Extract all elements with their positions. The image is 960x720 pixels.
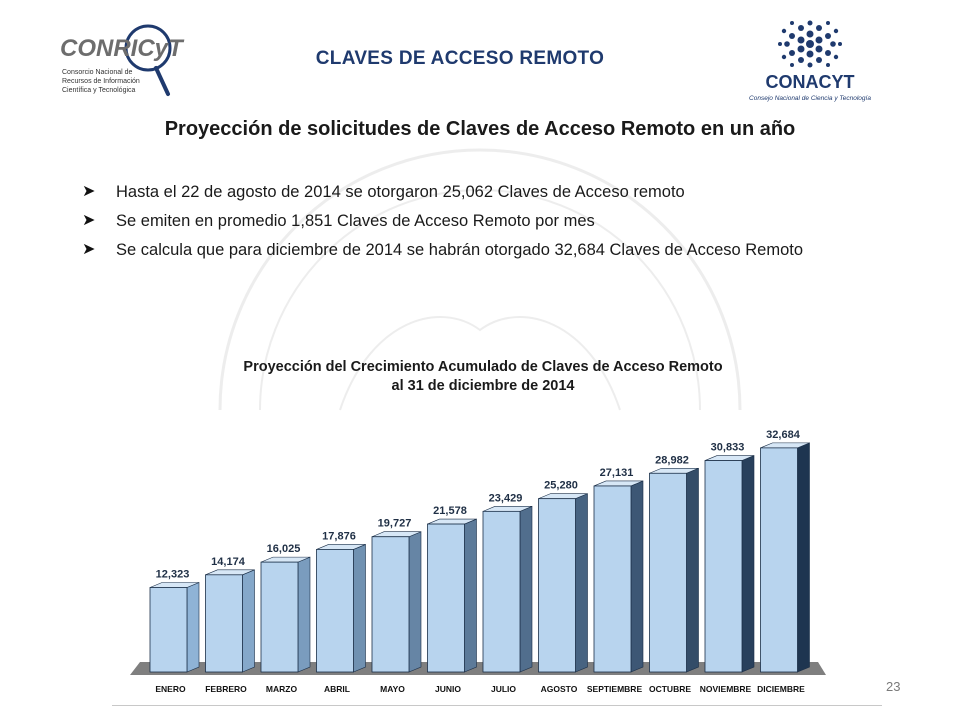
- chart-value-labels: 12,323 14,174 16,025 17,876 19,727 21,578 23,4…: [156, 429, 801, 581]
- x-tick-label: NOVIEMBRE: [700, 684, 752, 694]
- bar-value-label: 21,578: [433, 505, 467, 517]
- bar: [149, 587, 188, 673]
- bar-value-label: 12,323: [156, 568, 190, 580]
- arrow-bullet-icon: ➤: [82, 241, 96, 258]
- bar-value-label: 23,429: [489, 492, 523, 504]
- x-tick-label: AGOSTO: [541, 684, 578, 694]
- bar: [482, 510, 521, 673]
- bar-group: [371, 531, 422, 673]
- conacyt-wordmark: CONACYT: [766, 72, 855, 92]
- arrow-bullet-icon: ➤: [82, 183, 96, 200]
- chart-bars: [149, 442, 810, 673]
- bar: [427, 523, 465, 673]
- bar-group: [704, 455, 755, 673]
- bar: [205, 574, 243, 673]
- bar-group: [316, 543, 366, 673]
- conacyt-logo: CONACYT Consejo Nacional de Ciencia y Te…: [740, 14, 890, 106]
- bar-value-label: 32,684: [766, 429, 801, 441]
- conricyt-wordmark: CONRICyT: [60, 35, 185, 62]
- bullet-text: Hasta el 22 de agosto de 2014 se otorgar…: [116, 183, 685, 201]
- page-header-title: CLAVES DE ACCESO REMOTO: [315, 48, 605, 69]
- bar-group: [649, 467, 699, 673]
- bar-side: [575, 493, 588, 673]
- bar-value-label: 19,727: [378, 518, 412, 530]
- x-tick-label: OCTUBRE: [649, 684, 691, 694]
- chart-x-labels: ENERO FEBRERO MARZO ABRIL MAYO JUNIO JULIO AGOS…: [155, 684, 805, 694]
- bar-value-label: 30,833: [711, 442, 745, 454]
- bullet-item: ➤ Se emiten en promedio 1,851 Claves de …: [82, 209, 887, 233]
- conacyt-dot-emblem: [778, 20, 842, 68]
- bullet-item: ➤ Hasta el 22 de agosto de 2014 se otorg…: [82, 180, 887, 204]
- bar-value-label: 16,025: [267, 543, 301, 555]
- conacyt-logo-graphic: CONACYT Consejo Nacional de Ciencia y Te…: [749, 20, 871, 102]
- chart-title-block: Proyección del Crecimiento Acumulado de …: [0, 358, 960, 396]
- bar-group: [149, 582, 200, 673]
- bar-side: [408, 531, 422, 673]
- bar-side: [353, 543, 366, 673]
- bar-group: [593, 480, 644, 673]
- conricyt-logo-graphic: CONRICyT Consorcio Nacional de Recursos …: [60, 24, 185, 96]
- x-tick-label: JULIO: [491, 684, 516, 694]
- x-tick-label: FEBRERO: [205, 684, 247, 694]
- chart-subtitle: al 31 de diciembre de 2014: [391, 378, 575, 394]
- footer-divider: [112, 705, 882, 706]
- bar-group: [260, 556, 311, 673]
- bar-group: [205, 569, 255, 673]
- bar-group: [538, 493, 588, 673]
- conricyt-line-2: Recursos de Información: [62, 78, 140, 85]
- seal-watermark-graphic: [218, 148, 742, 411]
- conacyt-tagline: Consejo Nacional de Ciencia y Tecnología: [749, 95, 871, 102]
- bar: [371, 536, 410, 673]
- bar-group: [427, 518, 477, 673]
- bar-side: [242, 569, 255, 673]
- bar-value-label: 25,280: [544, 480, 578, 492]
- bar: [538, 498, 576, 673]
- bullet-list: ➤ Hasta el 22 de agosto de 2014 se otorg…: [82, 180, 887, 267]
- bar-value-label: 27,131: [600, 467, 634, 479]
- bar-side: [630, 480, 644, 673]
- x-tick-label: JUNIO: [435, 684, 461, 694]
- bar: [760, 447, 798, 673]
- x-tick-label: SEPTIEMBRE: [587, 684, 643, 694]
- bar: [649, 472, 687, 673]
- bar-side: [741, 455, 755, 673]
- arrow-bullet-icon: ➤: [82, 212, 96, 229]
- bar: [704, 460, 743, 673]
- conricyt-line-3: Científica y Tecnológica: [62, 87, 136, 94]
- bar-side: [464, 518, 477, 673]
- bullet-text: Se emiten en promedio 1,851 Claves de Ac…: [116, 212, 595, 230]
- conricyt-line-1: Consorcio Nacional de: [62, 69, 133, 76]
- page-number: 23: [886, 679, 901, 694]
- bar-value-label: 28,982: [655, 454, 689, 466]
- slide-subtitle: Proyección de solicitudes de Claves de A…: [164, 118, 796, 140]
- x-tick-label: MARZO: [266, 684, 298, 694]
- bar-side: [797, 442, 810, 673]
- x-tick-label: ENERO: [155, 684, 186, 694]
- bar: [593, 485, 632, 673]
- conricyt-logo: CONRICyT Consorcio Nacional de Recursos …: [56, 18, 196, 104]
- bar-group: [482, 505, 533, 673]
- bar-value-label: 17,876: [322, 530, 356, 542]
- bullet-text: Se calcula que para diciembre de 2014 se…: [116, 241, 804, 259]
- bullet-item: ➤ Se calcula que para diciembre de 2014 …: [82, 238, 887, 262]
- x-tick-label: DICIEMBRE: [757, 684, 805, 694]
- x-tick-label: MAYO: [380, 684, 405, 694]
- chart-title: Proyección del Crecimiento Acumulado de …: [243, 359, 723, 375]
- seal-watermark: [200, 120, 760, 420]
- bar-side: [186, 582, 200, 673]
- bar-chart: 12,323 14,174 16,025 17,876 19,727 21,578 23,4…: [130, 429, 826, 694]
- bar: [260, 561, 299, 673]
- bar: [316, 549, 354, 673]
- bar-side: [297, 556, 311, 673]
- bar-side: [686, 467, 699, 673]
- bar-group: [760, 442, 810, 673]
- bar-side: [519, 505, 533, 673]
- x-tick-label: ABRIL: [324, 684, 350, 694]
- bar-value-label: 14,174: [211, 556, 246, 568]
